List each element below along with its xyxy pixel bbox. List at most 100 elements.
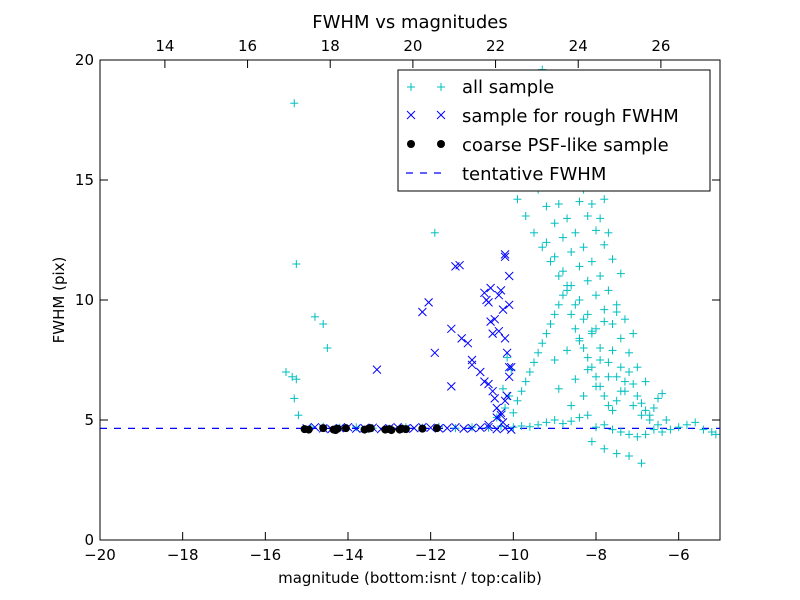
legend-label-tentative-fwhm: tentative FWHM — [462, 164, 606, 185]
all-sample-point — [583, 276, 592, 285]
rough-fwhm-point — [500, 250, 510, 259]
rough-fwhm-point — [500, 396, 510, 406]
all-sample-point — [600, 420, 609, 429]
x-tick-label: −20 — [84, 546, 116, 564]
legend-entry-rough-fwhm: sample for rough FWHM — [406, 106, 679, 127]
rough-fwhm-point — [486, 283, 495, 293]
all-sample-point — [654, 420, 662, 429]
all-sample-point — [550, 310, 559, 319]
x-tick-label: −14 — [332, 546, 364, 564]
all-sample-point — [612, 300, 621, 309]
rough-fwhm-point — [446, 382, 456, 391]
psf-like-point — [387, 426, 396, 435]
all-sample-point — [641, 430, 650, 439]
rough-fwhm-point — [488, 329, 498, 338]
psf-like-point — [418, 424, 427, 433]
all-sample-point — [587, 327, 596, 336]
all-sample-point — [542, 418, 551, 427]
all-sample-point — [616, 428, 625, 436]
all-sample-point — [620, 377, 629, 386]
rough-fwhm-point — [494, 290, 504, 300]
all-sample-point — [538, 339, 547, 348]
all-sample-point — [674, 423, 683, 432]
all-sample-point — [546, 257, 555, 266]
rough-fwhm-point — [486, 317, 495, 326]
all-sample-point — [558, 233, 567, 242]
rough-fwhm-point — [500, 252, 510, 262]
rough-fwhm-point — [500, 334, 510, 343]
x-tick-label: −8 — [585, 546, 607, 564]
all-sample-point — [579, 344, 588, 352]
all-sample-point — [625, 348, 634, 357]
rough-fwhm-point — [451, 422, 460, 432]
all-sample-point — [629, 329, 638, 338]
x-tick-label: −6 — [668, 546, 690, 564]
all-sample-point — [666, 425, 675, 434]
all-sample-point — [587, 363, 596, 372]
all-sample-point — [550, 416, 559, 424]
all-sample-point — [563, 346, 572, 355]
all-sample-point — [542, 202, 551, 211]
all-sample-point — [563, 286, 572, 295]
all-sample-point — [633, 363, 642, 372]
all-sample-point — [608, 425, 617, 434]
all-sample-point — [608, 320, 617, 328]
all-sample-point — [583, 212, 592, 220]
all-sample-point — [558, 291, 567, 300]
all-sample-point — [592, 226, 600, 235]
all-sample-point — [641, 406, 650, 415]
legend-label-rough-fwhm: sample for rough FWHM — [462, 106, 679, 127]
rough-fwhm-point — [498, 418, 508, 427]
legend-plus-marker — [407, 83, 445, 91]
all-sample-point — [310, 312, 319, 321]
all-sample-point — [503, 353, 512, 362]
all-sample-point — [583, 310, 592, 319]
all-sample-point — [620, 387, 629, 396]
legend-entry-psf-like: coarse PSF-like sample — [407, 135, 669, 156]
all-sample-point — [288, 372, 297, 381]
all-sample-point — [430, 228, 439, 237]
rough-fwhm-point — [430, 348, 440, 358]
all-sample-point — [612, 372, 621, 381]
psf-like-point — [319, 424, 328, 433]
all-sample-point — [550, 356, 559, 364]
all-sample-point — [600, 305, 609, 314]
rough-fwhm-point — [504, 362, 514, 372]
all-sample-point — [292, 260, 301, 268]
rough-fwhm-point — [484, 379, 493, 389]
all-sample-point — [352, 423, 361, 432]
all-sample-point — [637, 459, 646, 468]
rough-fwhm-point — [459, 424, 469, 433]
all-sample-point — [604, 401, 613, 410]
legend-entry-tentative-fwhm: tentative FWHM — [406, 164, 606, 185]
all-sample-point — [294, 411, 303, 420]
all-sample-point — [554, 200, 563, 208]
all-sample-point — [596, 214, 605, 223]
rough-fwhm-point — [409, 423, 419, 433]
all-sample-point — [501, 404, 510, 412]
rough-fwhm-point — [504, 372, 514, 382]
all-sample-point — [596, 272, 605, 280]
all-sample-point — [612, 308, 621, 316]
rough-fwhm-point — [484, 422, 493, 432]
y-tick-label: 15 — [75, 171, 94, 189]
all-sample-point — [604, 372, 613, 381]
psf-like-point — [432, 424, 441, 433]
all-sample-point — [525, 422, 534, 431]
rough-fwhm-point — [351, 424, 361, 433]
all-sample-point — [563, 214, 572, 223]
all-sample-point — [625, 452, 634, 460]
all-sample-point — [707, 428, 716, 436]
all-sample-point — [323, 344, 332, 352]
all-sample-point — [711, 430, 720, 439]
all-sample-point — [571, 375, 580, 384]
all-sample-point — [587, 200, 596, 208]
all-sample-point — [558, 419, 567, 428]
all-sample-point — [637, 411, 646, 420]
rough-fwhm-point — [467, 360, 477, 370]
chart-title: FWHM vs magnitudes — [312, 12, 507, 33]
all-sample-point — [534, 420, 543, 429]
x-tick-label: −18 — [167, 546, 199, 564]
all-sample-point — [550, 252, 559, 261]
all-sample-point — [616, 334, 625, 343]
